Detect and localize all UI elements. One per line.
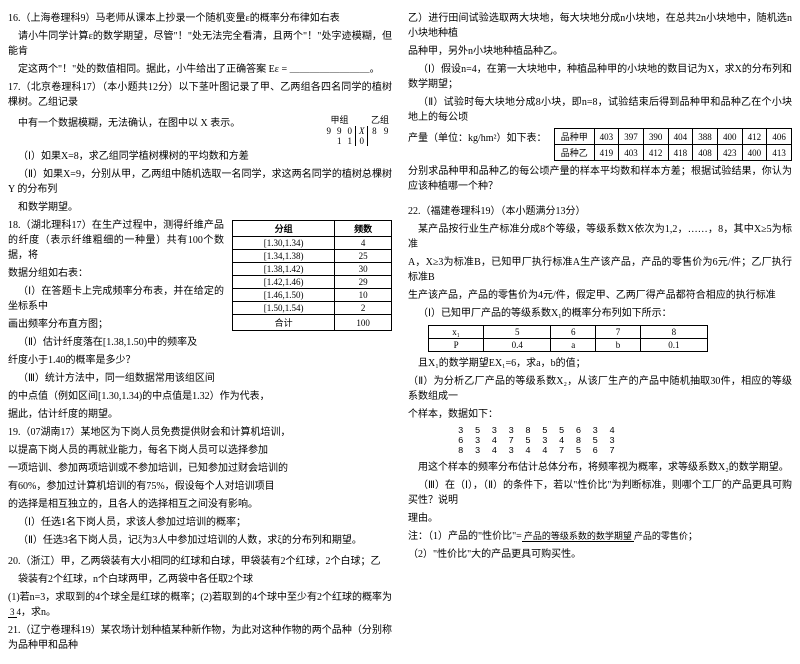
sample-data: 3 5 3 3 8 5 5 6 3 4 6 3 4 7 5 3 4 8 5 3 …	[458, 426, 792, 456]
q16-title: 16.（上海卷理科9）马老师从课本上抄录一个随机变量ε的概率分布律如右表	[8, 11, 392, 26]
q19-l1: 19.（07湖南17）某地区为下岗人员免费提供财会和计算机培训，	[8, 425, 392, 440]
q19-l5: 的选择是相互独立的，且各人的选择相互之间没有影响。	[8, 497, 392, 512]
q17-ii: （Ⅱ）如果X=9，分别从甲，乙两组中随机选取一名同学，求这两名同学的植树总棵树 …	[8, 167, 392, 197]
q22-iii2: 理由。	[408, 511, 792, 526]
q18-l6: 纤度小于1.40的概率是多少？	[8, 353, 392, 368]
q16-l3: 定这两个"！"处的数值相同。据此，小牛给出了正确答案 Eε = ＿＿＿＿＿＿＿＿…	[8, 62, 392, 77]
q22-note1: 注：（1）产品的"性价比"=产品的等级系数的数学期望产品的零售价；	[408, 529, 792, 544]
q22-l4: 且X₁的数学期望EX₁=6，求a，b的值；	[408, 356, 792, 371]
q22-iii: （Ⅲ）在（Ⅰ），（Ⅱ）的条件下，若以"性价比"为判断标准，则哪个工厂的产品更具可…	[408, 478, 792, 508]
q19-l3: 一项培训、参加两项培训或不参加培训，已知参加过财会培训的	[8, 461, 392, 476]
q22-title: 22.（福建卷理科19）（本小题满分13分）	[408, 204, 792, 219]
freq-table: 分组频数 [1.30,1.34)4 [1.34,1.38)25 [1.38,1.…	[232, 220, 392, 331]
stem-leaf: 甲组乙组 990X89 110	[323, 113, 392, 146]
q22-ii: （Ⅱ）为分析乙厂产品的等级系数X₂，从该厂生产的产品中随机抽取30件，相应的等级…	[408, 374, 792, 404]
q18-l8: 的中点值（例如区间[1.30,1.34)的中点值是1.32）作为代表，	[8, 389, 392, 404]
left-column: 16.（上海卷理科9）马老师从课本上抄录一个随机变量ε的概率分布律如右表 请小牛…	[8, 8, 392, 656]
q21c-l1: 乙）进行田间试验选取两大块地，每大块地分成n小块地，在总共2n小块地中，随机选n…	[408, 11, 792, 41]
yield-table: 品种甲403397390404388400412406 品种乙419403412…	[554, 128, 792, 161]
q22-l3: 生产该产品，产品的零售价为4元/件，假定甲、乙两厂得产品都符合相应的执行标准	[408, 288, 792, 303]
q21c-ii3: 分别求品种甲和品种乙的每公顷产量的样本平均数和样本方差；根据试验结果，你认为应该…	[408, 164, 792, 194]
q18-l7: （Ⅲ）统计方法中，同一组数据常用该组区间	[8, 371, 392, 386]
q20-l2: 袋装有2个红球，n个白球两甲，乙两袋中各任取2个球	[8, 572, 392, 587]
q19-l2: 以提高下岗人员的再就业能力，每名下岗人员可以选择参加	[8, 443, 392, 458]
x1-table: x₁5678 P0.4ab0.1	[428, 325, 708, 352]
right-column: 乙）进行田间试验选取两大块地，每大块地分成n小块地，在总共2n小块地中，随机选n…	[408, 8, 792, 656]
q19-l4: 有60%，参加过计算机培训的有75%，假设每个人对培训项目	[8, 479, 392, 494]
q20-l3: (1)若n=3，求取到的4个球全是红球的概率；(2)若取到的4个球中至少有2个红…	[8, 590, 392, 620]
q21c-l2: 品种甲，另外n小块地种植品种乙。	[408, 44, 792, 59]
q18-l5: （Ⅱ）估计纤度落在[1.38,1.50)中的频率及	[8, 335, 392, 350]
q16-l2: 请小牛同学计算ε的数学期望，尽管"！"处无法完全看清，且两个"！"处字迹模糊，但…	[8, 29, 392, 59]
q22-l1: 某产品按行业生产标准分成8个等级，等级系数X依次为1,2，……，8，其中X≥5为…	[408, 222, 792, 252]
q22-ii2: 个样本，数据如下：	[408, 407, 792, 422]
q20-title: 20.（浙江）甲，乙两袋装有大小相同的红球和白球，甲袋装有2个红球，2个白球；乙	[8, 554, 392, 569]
q22-l2: A，X≥3为标准B，已知甲厂执行标准A生产该产品，产品的零售价为6元/件；乙厂执…	[408, 255, 792, 285]
q21-title: 21.（辽宁卷理科19）某农场计划种植某种新作物，为此对这种作物的两个品种（分别…	[8, 623, 392, 653]
q21c-i: （Ⅰ）假设n=4，在第一大块地中，种植品种甲的小块地的数目记为X，求X的分布列和…	[408, 62, 792, 92]
q17-title: 17.（北京卷理科17）（本小题共12分）以下茎叶图记录了甲、乙两组各四名同学的…	[8, 80, 392, 110]
q19-i: （Ⅰ）任选1名下岗人员，求该人参加过培训的概率；	[8, 515, 392, 530]
q17-ii2: 和数学期望。	[8, 200, 392, 215]
q22-i: （Ⅰ）已知甲厂产品的等级系数X₁的概率分布列如下所示：	[408, 306, 792, 321]
q21c-ii: （Ⅱ）试验时每大块地分成8小块，即n=8，试验结束后得到品种甲和品种乙在个小块地…	[408, 95, 792, 125]
q19-ii: （Ⅱ）任选3名下岗人员，记ξ为3人中参加过培训的人数，求ξ的分布列和期望。	[8, 533, 392, 548]
q21c-ii2: 产量（单位：kg/hm²）如下表：	[408, 131, 548, 146]
q17-i: （Ⅰ）如果X=8，求乙组同学植树棵树的平均数和方差	[8, 149, 392, 164]
q22-note2: （2）"性价比"大的产品更具可购买性。	[408, 547, 792, 562]
q18-l9: 据此，估计纤度的期望。	[8, 407, 392, 422]
q17-l2: 中有一个数据模糊，无法确认，在图中以 X 表示。	[8, 116, 315, 131]
q22-l5: 用这个样本的频率分布估计总体分布，将频率视为概率，求等级系数X₂的数学期望。	[408, 460, 792, 475]
